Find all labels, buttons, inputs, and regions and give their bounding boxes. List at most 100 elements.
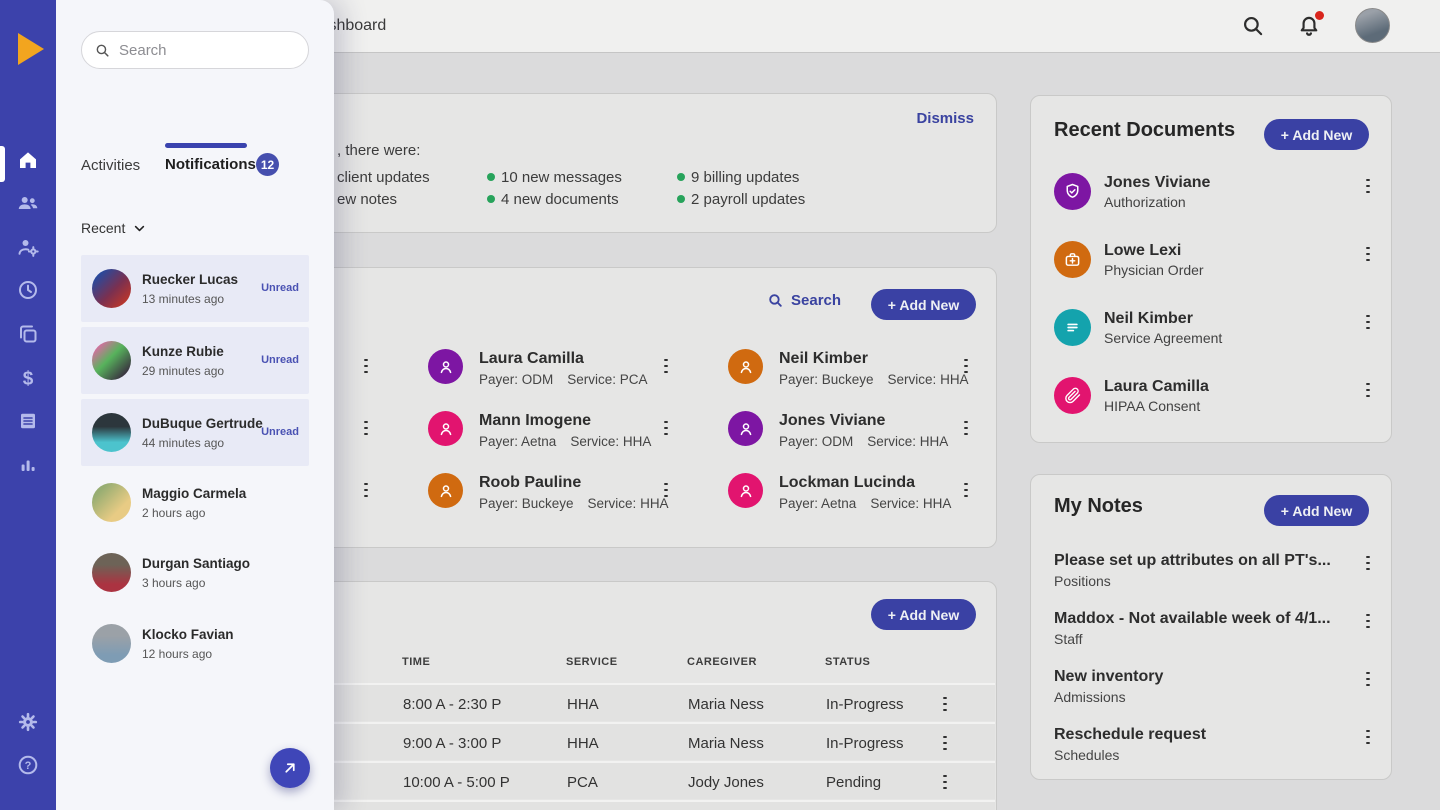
avatar	[92, 413, 131, 452]
status-text: Pending	[826, 774, 882, 791]
documents-add-new-button[interactable]: + Add New	[1264, 119, 1369, 150]
kebab-menu-icon[interactable]	[1361, 612, 1375, 630]
client-row[interactable]: Laura Camilla Payer: ODM Service: PCA	[428, 349, 728, 413]
person-avatar-icon	[728, 473, 763, 508]
people-icon[interactable]	[16, 191, 40, 215]
bell-icon[interactable]	[1296, 13, 1322, 39]
kebab-menu-icon[interactable]	[659, 357, 673, 375]
search-icon	[96, 44, 109, 57]
column-header: TIME	[402, 656, 431, 668]
search-icon[interactable]	[1240, 13, 1266, 39]
note-item[interactable]: Reschedule request Schedules	[1054, 726, 1370, 768]
document-item[interactable]: Laura Camilla HIPAA Consent	[1054, 377, 1370, 417]
summary-item: client updates	[323, 169, 430, 186]
open-all-notifications-button[interactable]	[270, 748, 310, 788]
bar-chart-icon[interactable]	[16, 452, 40, 476]
chevron-down-icon	[135, 225, 145, 231]
avatar	[92, 341, 131, 380]
clients-search-link[interactable]: Search	[767, 292, 841, 309]
notification-dot	[1315, 11, 1324, 20]
home-icon[interactable]	[16, 148, 40, 172]
column-header: SERVICE	[566, 656, 618, 668]
person-avatar-icon	[428, 411, 463, 446]
my-notes-card: My Notes + Add New Please set up attribu…	[1030, 474, 1392, 780]
table-row[interactable]	[82, 800, 995, 810]
notes-add-new-button[interactable]: + Add New	[1264, 495, 1369, 526]
client-row[interactable]: Roob Pauline Payer: Buckeye Service: HHA	[428, 473, 728, 537]
drawer-search[interactable]	[81, 31, 309, 69]
document-item[interactable]: Lowe Lexi Physician Order	[1054, 241, 1370, 281]
green-dot-icon	[677, 173, 685, 181]
person-avatar-icon	[428, 349, 463, 384]
person-gear-icon[interactable]	[16, 235, 40, 259]
dismiss-button[interactable]: Dismiss	[916, 110, 974, 127]
search-input[interactable]	[119, 41, 279, 59]
gear-icon[interactable]	[16, 710, 40, 734]
summary-item: 10 new messages	[487, 169, 622, 186]
note-item[interactable]: Maddox - Not available week of 4/1... St…	[1054, 610, 1370, 652]
medical-bag-icon	[1054, 241, 1091, 278]
kebab-menu-icon[interactable]	[1361, 313, 1375, 331]
client-row[interactable]: Lockman Lucinda Payer: Aetna Service: HHA	[728, 473, 1028, 537]
kebab-menu-icon[interactable]	[938, 773, 952, 791]
kebab-menu-icon[interactable]	[938, 734, 952, 752]
notification-item[interactable]: DuBuque Gertrude 44 minutes ago Unread	[81, 399, 309, 466]
summary-item: 4 new documents	[487, 191, 619, 208]
kebab-menu-icon[interactable]	[359, 481, 373, 499]
kebab-menu-icon[interactable]	[359, 357, 373, 375]
user-avatar[interactable]	[1355, 8, 1390, 43]
kebab-menu-icon[interactable]	[1361, 177, 1375, 195]
copy-pages-icon[interactable]	[16, 322, 40, 346]
active-tab-indicator	[165, 143, 247, 148]
kebab-menu-icon[interactable]	[659, 419, 673, 437]
kebab-menu-icon[interactable]	[1361, 554, 1375, 572]
notification-item[interactable]: Durgan Santiago 3 hours ago	[81, 539, 309, 606]
kebab-menu-icon[interactable]	[1361, 245, 1375, 263]
column-header: STATUS	[825, 656, 871, 668]
schedule-add-new-button[interactable]: + Add New	[871, 599, 976, 630]
note-item[interactable]: New inventory Admissions	[1054, 668, 1370, 710]
shield-check-icon	[1054, 173, 1091, 210]
clock-icon[interactable]	[16, 278, 40, 302]
kebab-menu-icon[interactable]	[959, 419, 973, 437]
kebab-menu-icon[interactable]	[1361, 728, 1375, 746]
document-item[interactable]: Jones Viviane Authorization	[1054, 173, 1370, 213]
notification-item[interactable]: Kunze Rubie 29 minutes ago Unread	[81, 327, 309, 394]
avatar	[92, 624, 131, 663]
kebab-menu-icon[interactable]	[959, 357, 973, 375]
kebab-menu-icon[interactable]	[359, 419, 373, 437]
tab-activities[interactable]: Activities	[81, 157, 141, 174]
person-avatar-icon	[428, 473, 463, 508]
client-row[interactable]: Neil Kimber Payer: Buckeye Service: HHA	[728, 349, 1028, 413]
notification-item[interactable]: Klocko Favian 12 hours ago	[81, 610, 309, 677]
green-dot-icon	[487, 173, 495, 181]
recent-filter-dropdown[interactable]: Recent	[81, 220, 146, 236]
kebab-menu-icon[interactable]	[938, 695, 952, 713]
help-icon[interactable]: ?	[16, 753, 40, 777]
kebab-menu-icon[interactable]	[959, 481, 973, 499]
document-lines-icon	[1054, 309, 1091, 346]
note-item[interactable]: Please set up attributes on all PT's... …	[1054, 552, 1370, 594]
unread-badge: Unread	[261, 282, 299, 294]
client-row[interactable]: Jones Viviane Payer: ODM Service: HHA	[728, 411, 1028, 475]
notification-item[interactable]: Maggio Carmela 2 hours ago	[81, 469, 309, 536]
tab-notifications[interactable]: Notifications	[165, 156, 256, 173]
paperclip-icon	[1054, 377, 1091, 414]
avatar	[92, 269, 131, 308]
notification-item[interactable]: Ruecker Lucas 13 minutes ago Unread	[81, 255, 309, 322]
app-logo-icon[interactable]	[18, 33, 44, 65]
notifications-drawer: Activities Notifications 12 Recent Rueck…	[56, 0, 334, 810]
kebab-menu-icon[interactable]	[1361, 670, 1375, 688]
dollar-icon[interactable]: $	[16, 366, 40, 390]
clients-add-new-button[interactable]: + Add New	[871, 289, 976, 320]
document-item[interactable]: Neil Kimber Service Agreement	[1054, 309, 1370, 349]
status-text: In-Progress	[826, 735, 904, 752]
kebab-menu-icon[interactable]	[659, 481, 673, 499]
receipt-icon[interactable]	[16, 409, 40, 433]
avatar	[92, 553, 131, 592]
client-row[interactable]: Mann Imogene Payer: Aetna Service: HHA	[428, 411, 728, 475]
sidebar: $ ?	[0, 0, 56, 810]
summary-item: 9 billing updates	[677, 169, 799, 186]
kebab-menu-icon[interactable]	[1361, 381, 1375, 399]
